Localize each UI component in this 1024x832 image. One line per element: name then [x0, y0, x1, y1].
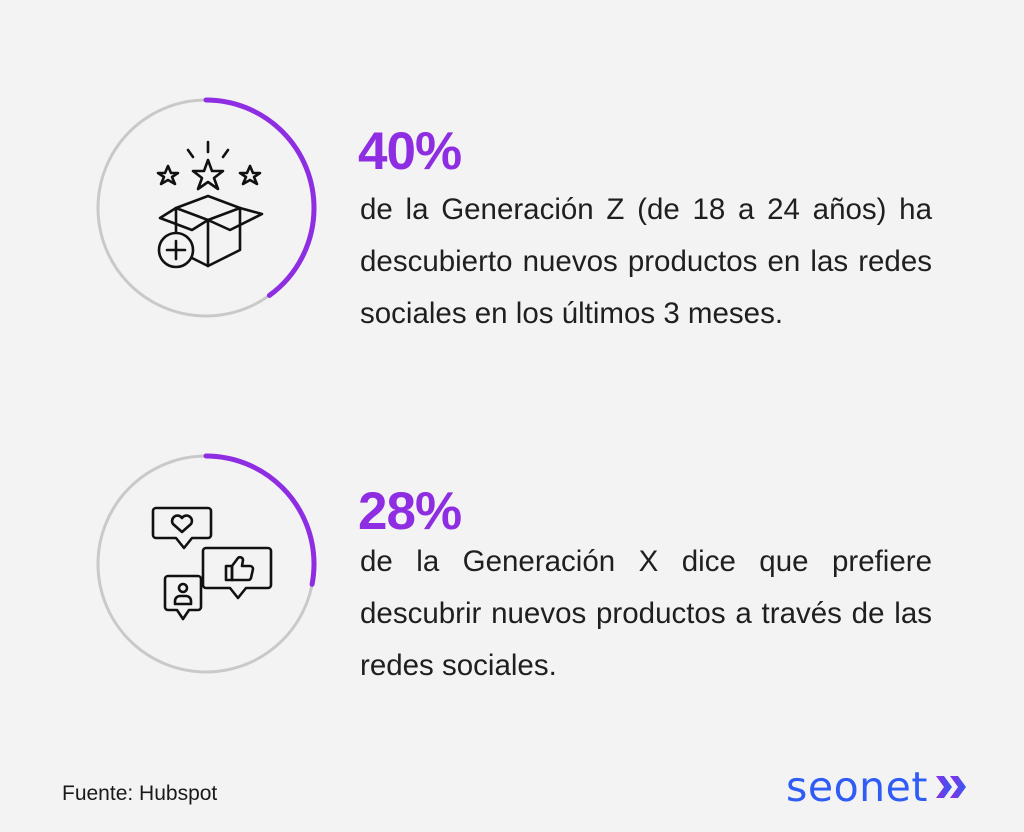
- progress-ring: [90, 92, 322, 324]
- source-credit: Fuente: Hubspot: [62, 782, 218, 805]
- ring-progress-arc: [95, 97, 317, 319]
- progress-ring: [90, 448, 322, 680]
- stat-description: de la Generación Z (de 18 a 24 años) ha …: [360, 193, 932, 330]
- gift-box-stars-icon: [146, 132, 276, 282]
- brand-name: seonet: [786, 763, 928, 811]
- stat-description: de la Generación X dice que prefiere des…: [360, 545, 932, 682]
- social-reactions-icon: [140, 496, 290, 646]
- ring-progress-arc: [95, 453, 317, 675]
- stat-percent: 28%: [358, 482, 462, 541]
- stat-percent: 40%: [358, 122, 462, 181]
- brand-logo: seonet: [786, 762, 970, 812]
- double-chevron-right-icon: [935, 776, 966, 798]
